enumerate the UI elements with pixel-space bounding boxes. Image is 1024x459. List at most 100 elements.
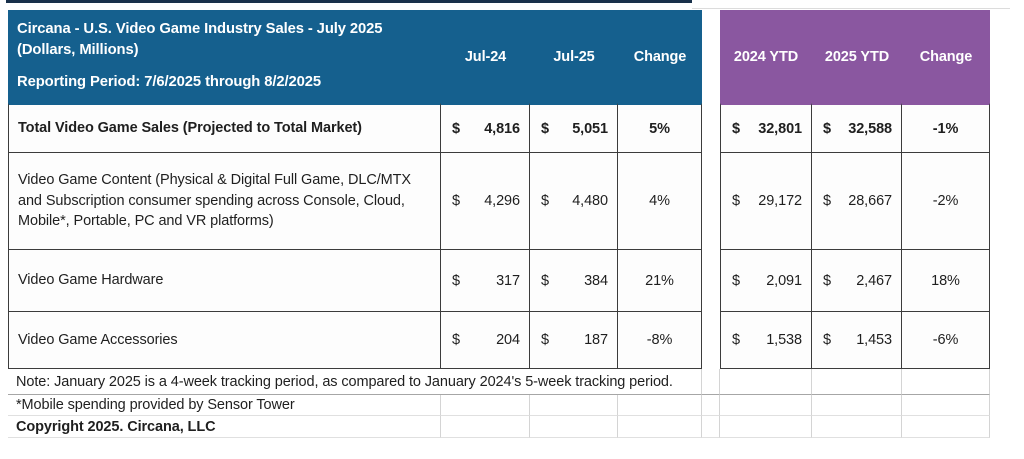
cell-hardware-2025ytd: $ 2,467 — [812, 250, 902, 312]
footer-grid-cell — [530, 416, 618, 438]
cell-hardware-jul24: $ 317 — [441, 250, 530, 312]
col-header-2025-ytd: 2025 YTD — [812, 10, 902, 103]
currency-symbol: $ — [452, 193, 460, 209]
footer-grid-cell — [702, 416, 720, 438]
footer-grid-cell — [902, 395, 990, 416]
footer-grid-cell — [702, 395, 720, 416]
note-tracking-period: Note: January 2025 is a 4-week tracking … — [8, 369, 702, 395]
cell-hardware-2024ytd: $ 2,091 — [720, 250, 812, 312]
cell-total-2024ytd: $ 32,801 — [720, 103, 812, 153]
table-units: (Dollars, Millions) — [17, 42, 139, 58]
cell-content-2024ytd: $ 29,172 — [720, 153, 812, 250]
currency-symbol: $ — [732, 120, 740, 137]
row-label-accessories: Video Game Accessories — [8, 312, 441, 369]
footer-grid-cell — [812, 395, 902, 416]
cell-total-jul25: $ 5,051 — [530, 103, 618, 153]
currency-symbol: $ — [732, 272, 740, 289]
cell-total-ytd-change: -1% — [902, 103, 990, 153]
value: 317 — [496, 272, 520, 289]
currency-symbol: $ — [823, 272, 831, 289]
footer-grid-cell — [902, 416, 990, 438]
cell-hardware-jul25: $ 384 — [530, 250, 618, 312]
cell-content-jul25: $ 4,480 — [530, 153, 618, 250]
value: 204 — [496, 332, 520, 348]
cell-hardware-monthly-change: 21% — [618, 250, 702, 312]
col-header-jul-25: Jul-25 — [530, 10, 618, 103]
row-label-content: Video Game Content (Physical & Digital F… — [8, 153, 441, 250]
currency-symbol: $ — [452, 332, 460, 348]
value: 28,667 — [848, 193, 892, 209]
cell-content-monthly-change: 4% — [618, 153, 702, 250]
cell-accessories-jul24: $ 204 — [441, 312, 530, 369]
col-header-ytd-change: Change — [902, 10, 990, 103]
top-edge-line — [692, 8, 1010, 9]
cell-hardware-ytd-change: 18% — [902, 250, 990, 312]
header-gap — [702, 10, 720, 103]
value: 5,051 — [572, 120, 608, 137]
cell-content-jul24: $ 4,296 — [441, 153, 530, 250]
currency-symbol: $ — [541, 332, 549, 348]
cell-accessories-2024ytd: $ 1,538 — [720, 312, 812, 369]
footer-grid-cell — [720, 395, 812, 416]
note-mobile-source: *Mobile spending provided by Sensor Towe… — [8, 395, 441, 416]
value: 187 — [584, 332, 608, 348]
currency-symbol: $ — [732, 332, 740, 348]
cell-accessories-monthly-change: -8% — [618, 312, 702, 369]
footer-grid-cell — [902, 369, 990, 395]
table-gap — [702, 153, 720, 250]
footer-grid-cell — [720, 416, 812, 438]
cell-accessories-jul25: $ 187 — [530, 312, 618, 369]
footer-grid-cell — [441, 395, 530, 416]
value: 4,816 — [484, 120, 520, 137]
currency-symbol: $ — [452, 272, 460, 289]
footer-grid-cell — [618, 416, 702, 438]
top-border-line — [6, 0, 692, 3]
cell-content-2025ytd: $ 28,667 — [812, 153, 902, 250]
col-header-monthly-change: Change — [618, 10, 702, 103]
currency-symbol: $ — [541, 120, 549, 137]
currency-symbol: $ — [732, 193, 740, 209]
table-title: Circana - U.S. Video Game Industry Sales… — [17, 21, 383, 37]
currency-symbol: $ — [541, 193, 549, 209]
cell-accessories-2025ytd: $ 1,453 — [812, 312, 902, 369]
currency-symbol: $ — [541, 272, 549, 289]
sales-table: Circana - U.S. Video Game Industry Sales… — [8, 10, 990, 438]
reporting-period: Reporting Period: 7/6/2025 through 8/2/2… — [17, 74, 322, 90]
value: 32,801 — [758, 120, 802, 137]
footer-grid-cell — [812, 369, 902, 395]
cell-total-jul24: $ 4,816 — [441, 103, 530, 153]
currency-symbol: $ — [823, 193, 831, 209]
value: 29,172 — [758, 193, 802, 209]
value: 4,296 — [484, 193, 520, 209]
table-title-block: Circana - U.S. Video Game Industry Sales… — [8, 10, 441, 103]
footer-grid-cell — [618, 395, 702, 416]
table-gap — [702, 103, 720, 153]
currency-symbol: $ — [452, 120, 460, 137]
value: 32,588 — [848, 120, 892, 137]
copyright-text: Copyright 2025. Circana, LLC — [8, 416, 441, 438]
value: 1,538 — [766, 332, 802, 348]
cell-total-monthly-change: 5% — [618, 103, 702, 153]
row-label-hardware: Video Game Hardware — [8, 250, 441, 312]
value: 2,467 — [856, 272, 892, 289]
footer-grid-cell — [441, 416, 530, 438]
footer-grid-cell — [530, 395, 618, 416]
col-header-jul-24: Jul-24 — [441, 10, 530, 103]
cell-content-ytd-change: -2% — [902, 153, 990, 250]
currency-symbol: $ — [823, 120, 831, 137]
row-label-total-sales: Total Video Game Sales (Projected to Tot… — [8, 103, 441, 153]
footer-grid-cell — [702, 369, 720, 395]
value: 384 — [584, 272, 608, 289]
value: 1,453 — [856, 332, 892, 348]
footer-grid-cell — [720, 369, 812, 395]
table-gap — [702, 250, 720, 312]
table-gap — [702, 312, 720, 369]
col-header-2024-ytd: 2024 YTD — [720, 10, 812, 103]
cell-total-2025ytd: $ 32,588 — [812, 103, 902, 153]
value: 4,480 — [572, 193, 608, 209]
cell-accessories-ytd-change: -6% — [902, 312, 990, 369]
value: 2,091 — [766, 272, 802, 289]
currency-symbol: $ — [823, 332, 831, 348]
footer-grid-cell — [812, 416, 902, 438]
